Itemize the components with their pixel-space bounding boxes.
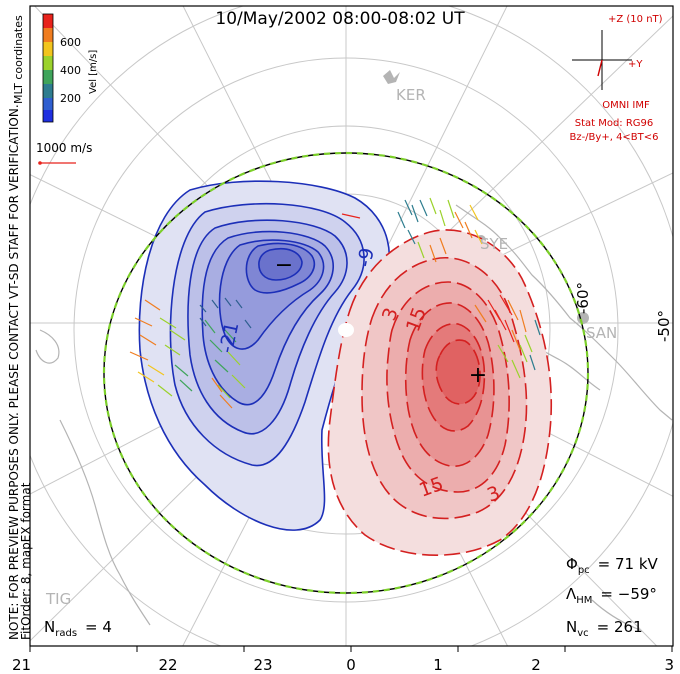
colorbar-segment xyxy=(43,28,53,42)
potential-minimum-marker: − xyxy=(275,253,293,278)
fit-statistics: Φpc = 71 kV ΛHM = −59° Nvc = 261 Nrads = 4 xyxy=(44,555,659,639)
negative-potential-cell xyxy=(138,180,391,531)
latitude-label-50: -50° xyxy=(655,310,673,342)
mlt-tick-0: 0 xyxy=(346,656,356,674)
imf-clock-dial: +Z (10 nT) +Y OMNI IMF Stat Mod: RG96 Bz… xyxy=(569,14,662,143)
fit-order-note: FitOrder: 8, mapEX format xyxy=(19,482,33,640)
colorbar-segment xyxy=(43,56,53,70)
plot-title: 10/May/2002 08:00-08:02 UT xyxy=(215,9,465,29)
reference-vector-label: 1000 m/s xyxy=(36,141,92,155)
imf-z-label: +Z (10 nT) xyxy=(608,14,663,25)
station-label-tig: TIG xyxy=(45,590,71,608)
colorbar-segment xyxy=(43,84,53,98)
velocity-vectors xyxy=(129,197,541,409)
positive-potential-cell xyxy=(327,229,553,557)
imf-y-label: +Y xyxy=(628,59,643,70)
colorbar-tick-400: 400 xyxy=(60,64,81,77)
colorbar-tick-600: 600 xyxy=(60,36,81,49)
station-label-san: SAN xyxy=(586,324,617,342)
colorbar-label: Vel [m/s] xyxy=(88,50,99,94)
cross-polar-potential: Φpc = 71 kV xyxy=(566,555,659,576)
imf-source: OMNI IMF xyxy=(602,100,650,111)
reference-vector-origin xyxy=(38,161,42,165)
coordinate-system-label: MLT coordinates xyxy=(12,15,25,104)
station-label-sye: SYE xyxy=(480,235,508,253)
mlt-tick-1: 1 xyxy=(433,656,443,674)
pole-marker xyxy=(338,323,354,337)
potential-maximum-marker: + xyxy=(469,363,487,388)
imf-vector xyxy=(597,59,603,77)
hm-boundary-latitude: ΛHM = −59° xyxy=(566,585,657,606)
colorbar-tick-200: 200 xyxy=(60,92,81,105)
mlt-axis: 21 22 23 0 1 2 3 xyxy=(12,646,674,674)
contour-label-neg-9: -9 xyxy=(353,246,378,269)
mlt-tick-23: 23 xyxy=(253,656,272,674)
mlt-tick-22: 22 xyxy=(158,656,177,674)
mlt-tick-21: 21 xyxy=(12,656,31,674)
heppner-maynard-boundary-overlay xyxy=(102,151,590,595)
station-marker-ker xyxy=(383,70,400,84)
velocity-colorbar: 600 400 200 Vel [m/s] xyxy=(42,13,99,123)
vector-count: Nvc = 261 xyxy=(566,618,643,639)
colorbar-segment xyxy=(43,110,53,122)
station-label-ker: KER xyxy=(396,86,426,104)
stat-model: Stat Mod: RG96 xyxy=(575,118,654,129)
colorbar-segment xyxy=(43,14,53,28)
preview-note: NOTE: FOR PREVIEW PURPOSES ONLY. PLEASE … xyxy=(7,104,21,640)
latitude-label-60: -60° xyxy=(574,282,592,314)
radar-count: Nrads = 4 xyxy=(44,618,112,639)
colorbar-segment xyxy=(43,70,53,84)
colorbar-segment xyxy=(43,42,53,56)
imf-condition: Bz-/By+, 4<BT<6 xyxy=(569,132,658,143)
mlt-tick-3: 3 xyxy=(664,656,674,674)
colorbar-segment xyxy=(43,98,53,110)
mlt-tick-2: 2 xyxy=(531,656,541,674)
